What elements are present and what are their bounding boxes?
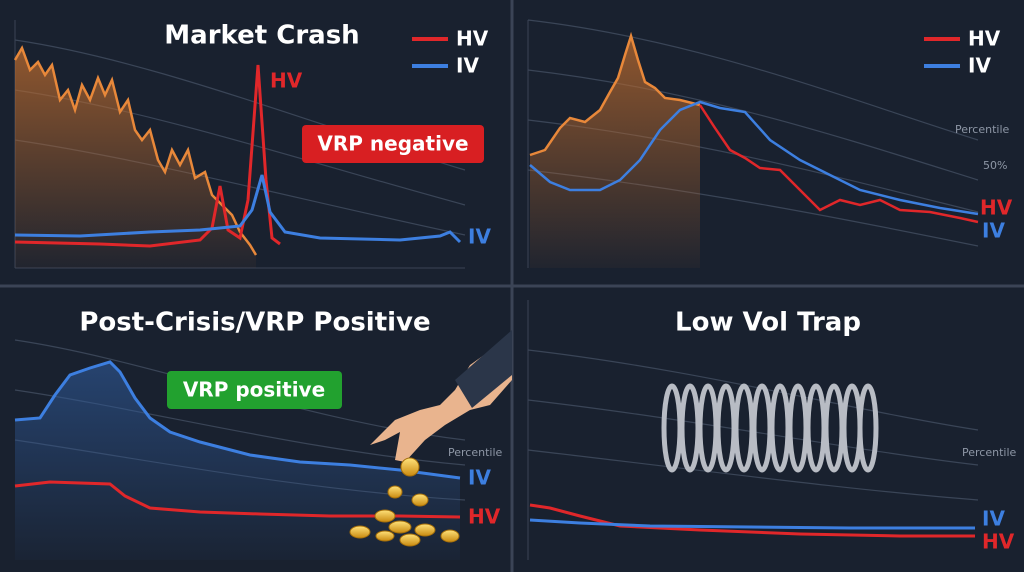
- legend-label: IV: [456, 54, 479, 78]
- panel-title: Market Crash: [164, 21, 359, 51]
- level-label: 50%: [983, 159, 1007, 172]
- line-label: IV: [982, 219, 1005, 243]
- axis-label: Percentile: [962, 446, 1017, 459]
- iv-line: [529, 100, 979, 216]
- spike-label: HV: [270, 69, 303, 93]
- sleeve: [455, 330, 512, 408]
- hv-line-pre: [13, 45, 258, 256]
- panel-2: HV IV Percentile 50% HV IV: [527, 19, 1013, 268]
- iv-line: [14, 174, 462, 244]
- badge: [167, 371, 342, 409]
- line-label: HV: [468, 505, 501, 529]
- panel-low-vol-trap: Low Vol Trap Percentile IV HV: [527, 300, 1017, 560]
- line-label: IV: [982, 507, 1005, 531]
- legend-label: IV: [968, 54, 991, 78]
- percentile-band: [527, 19, 979, 247]
- legend-label: HV: [456, 27, 489, 51]
- iv-area: [15, 362, 460, 560]
- badge-text: VRP negative: [317, 132, 468, 156]
- line-label: IV: [468, 466, 491, 490]
- panel-title: Post-Crisis/VRP Positive: [79, 308, 430, 338]
- hv-area: [15, 48, 256, 268]
- badge-text: VRP positive: [183, 378, 325, 402]
- hv-line-pre: [529, 31, 701, 157]
- legend-label: HV: [968, 27, 1001, 51]
- hv-line: [698, 104, 979, 224]
- line-label: HV: [982, 530, 1015, 554]
- panel-post-crisis: Post-Crisis/VRP Positive VRP positive Pe…: [14, 308, 512, 560]
- hv-line: [529, 503, 975, 538]
- coins: [349, 457, 460, 547]
- spring: [661, 383, 879, 473]
- panel-title: Low Vol Trap: [675, 308, 861, 338]
- panel-market-crash: Market Crash HV IV HV VRP negative IV: [13, 20, 491, 269]
- badge: [302, 125, 484, 163]
- iv-line: [529, 518, 975, 530]
- hv-line: [14, 480, 461, 519]
- axis-label: Percentile: [955, 123, 1010, 136]
- hv-area: [530, 36, 700, 268]
- axis-label: Percentile: [448, 446, 503, 459]
- hv-line: [14, 64, 281, 248]
- iv-line: [14, 360, 461, 480]
- line-label: IV: [468, 225, 491, 249]
- line-label: HV: [980, 196, 1013, 220]
